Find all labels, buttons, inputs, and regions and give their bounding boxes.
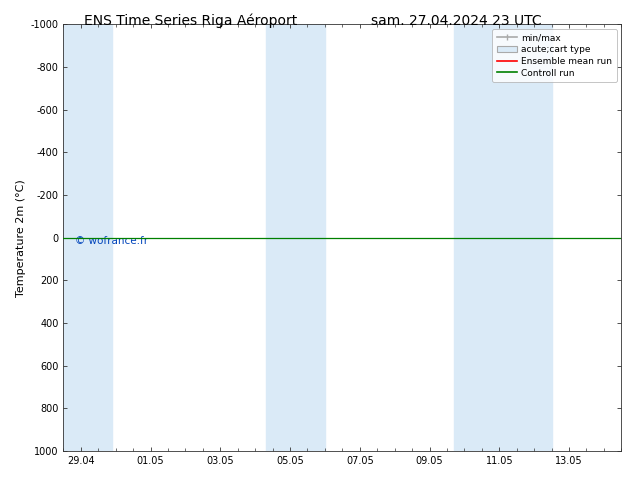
- Text: ENS Time Series Riga Aéroport: ENS Time Series Riga Aéroport: [84, 14, 297, 28]
- Legend: min/max, acute;cart type, Ensemble mean run, Controll run: min/max, acute;cart type, Ensemble mean …: [493, 29, 617, 82]
- Y-axis label: Temperature 2m (°C): Temperature 2m (°C): [16, 179, 27, 296]
- Bar: [63, 24, 112, 451]
- Bar: [454, 24, 552, 451]
- Bar: [266, 24, 325, 451]
- Text: sam. 27.04.2024 23 UTC: sam. 27.04.2024 23 UTC: [371, 14, 542, 28]
- Text: © wofrance.fr: © wofrance.fr: [75, 236, 148, 245]
